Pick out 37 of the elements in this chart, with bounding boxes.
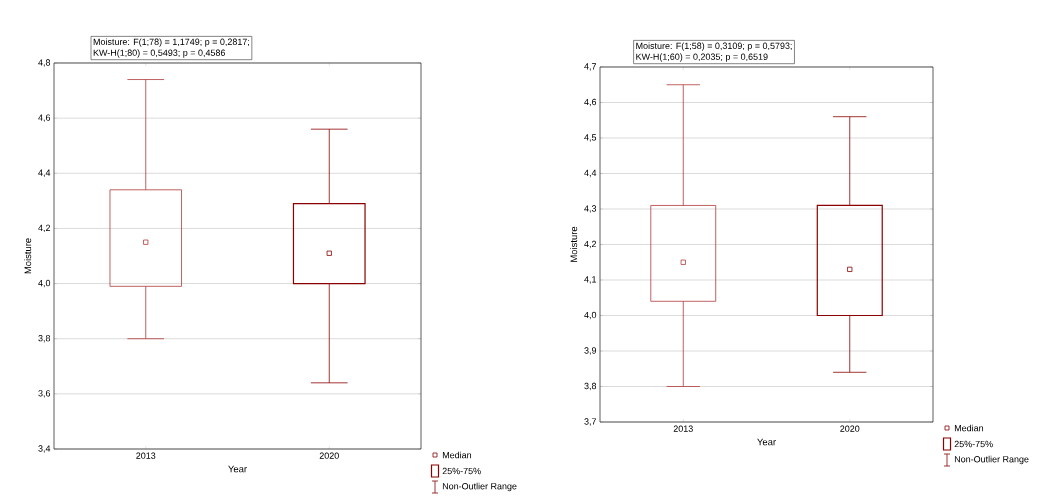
x-axis-title: Year (757, 438, 776, 446)
y-tick-label: 4,4 (38, 169, 51, 177)
text: Median (442, 451, 472, 459)
y-tick-label: 4,2 (584, 240, 597, 249)
y-tick-label: 3,8 (38, 335, 51, 343)
y-tick-label: 4,5 (584, 134, 597, 142)
x-tick-label: 2020 (319, 452, 339, 459)
y-tick-label: 4,4 (584, 169, 597, 178)
y-tick-label: 4,0 (584, 311, 597, 320)
y-tick-label: 3,9 (584, 347, 597, 355)
x-tick-label: 2020 (840, 425, 860, 432)
text: Median (954, 424, 984, 432)
y-tick-label: 3,6 (38, 390, 51, 398)
y-tick-label: 4,3 (584, 205, 597, 213)
text: Non-Outlier Range (954, 455, 1029, 465)
y-tick-label: 3,7 (584, 418, 597, 426)
y-tick-label: 4,8 (38, 59, 51, 67)
text: KW-H(1;60) = 0,2035; p = 0,6519 (636, 53, 768, 62)
text: Non-Outlier Range (442, 482, 517, 492)
text: 25%-75% (442, 467, 481, 475)
y-tick-label: 4,6 (38, 114, 51, 122)
y-tick-label: 4,2 (38, 224, 51, 233)
y-tick-label: 3,8 (584, 382, 597, 391)
y-tick-label: 4,1 (584, 276, 597, 284)
y-axis-title: Moisture (24, 238, 32, 274)
text: Moisture: F(1;58) = 0,3109; p = 0,5793; (636, 42, 792, 51)
x-tick-label: 2013 (673, 425, 693, 432)
text: Moisture: F(1;78) = 1,1749; p = 0,2817; (93, 38, 250, 47)
y-tick-label: 3,4 (38, 445, 51, 453)
y-tick-label: 4,7 (584, 63, 597, 71)
y-tick-label: 4,6 (584, 98, 597, 107)
y-axis-title: Moisture (570, 226, 578, 262)
text: KW-H(1;80) = 0,5493; p = 0,4586 (93, 49, 226, 58)
x-tick-label: 2013 (136, 452, 156, 459)
x-axis-title: Year (228, 465, 247, 473)
text: 25%-75% (954, 440, 993, 448)
y-tick-label: 4,0 (38, 279, 51, 288)
